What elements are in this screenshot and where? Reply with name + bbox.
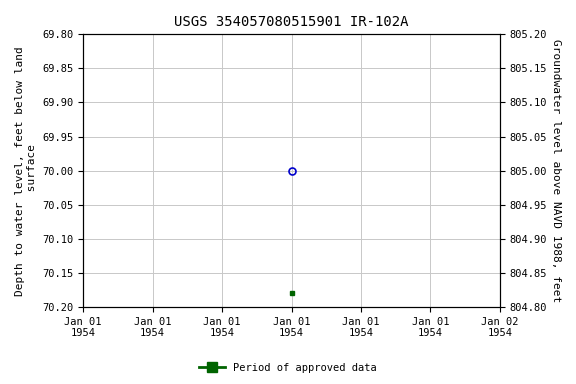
Y-axis label: Depth to water level, feet below land
 surface: Depth to water level, feet below land su…: [15, 46, 37, 296]
Title: USGS 354057080515901 IR-102A: USGS 354057080515901 IR-102A: [175, 15, 409, 29]
Legend: Period of approved data: Period of approved data: [195, 358, 381, 377]
Y-axis label: Groundwater level above NAVD 1988, feet: Groundwater level above NAVD 1988, feet: [551, 39, 561, 302]
